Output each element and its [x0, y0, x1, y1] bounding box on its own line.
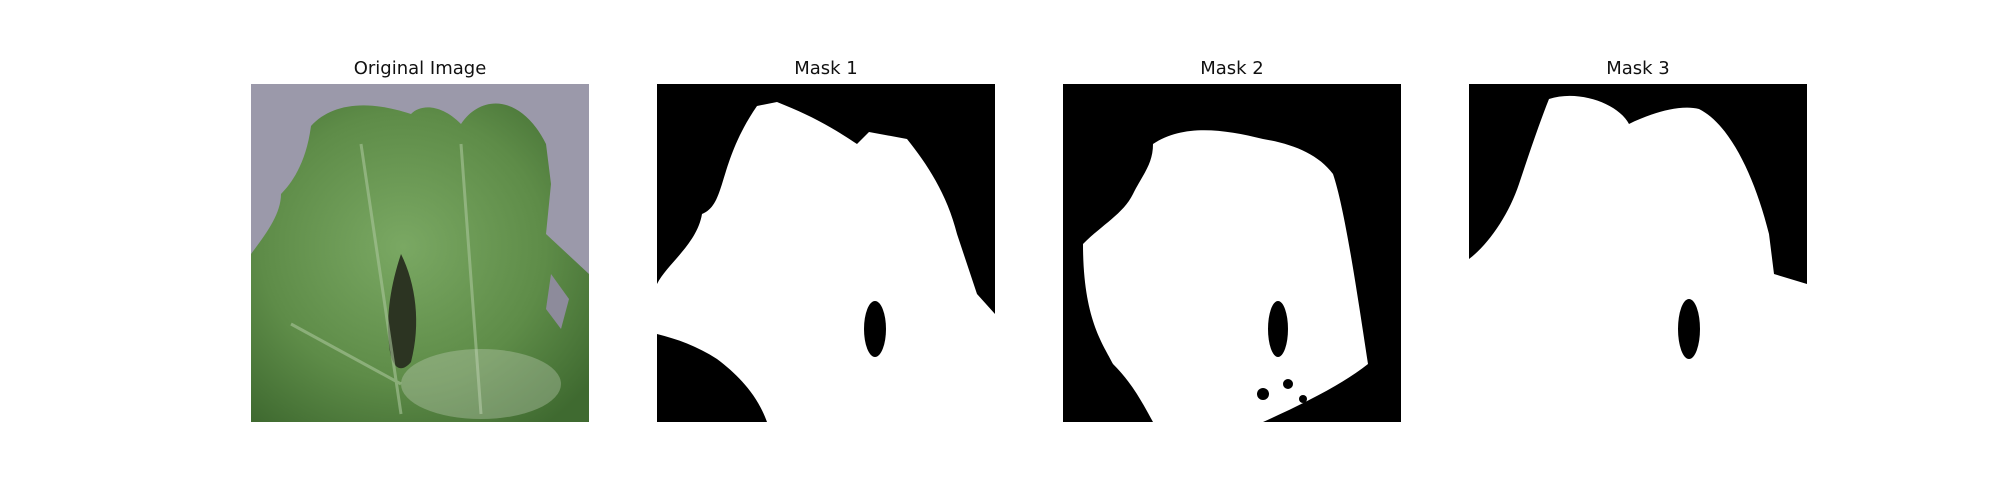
- mask-region: [1469, 95, 1807, 422]
- mask-noise: [1257, 388, 1269, 400]
- mask-image: [1469, 84, 1807, 422]
- leaf-photo: [251, 84, 589, 422]
- panel-title: Original Image: [353, 58, 487, 79]
- mask-region: [1083, 130, 1368, 422]
- powdery-mildew: [401, 349, 561, 419]
- panel-title: Mask 3: [1606, 58, 1670, 79]
- mask-image: [657, 84, 995, 422]
- mask-hole: [864, 301, 886, 357]
- mask-image: [1063, 84, 1401, 422]
- mask-hole: [1678, 299, 1700, 359]
- mask-noise: [1283, 379, 1293, 389]
- mask-hole: [1268, 301, 1288, 357]
- mask-region: [657, 102, 995, 422]
- leaf-gap: [388, 254, 417, 369]
- leaf-gap-right: [546, 274, 569, 329]
- leaf-veins: [290, 143, 483, 415]
- leaf-shape: [251, 103, 589, 422]
- panel-title: Mask 2: [1200, 58, 1264, 79]
- mask-noise: [1299, 395, 1307, 403]
- panel-title: Mask 1: [794, 58, 858, 79]
